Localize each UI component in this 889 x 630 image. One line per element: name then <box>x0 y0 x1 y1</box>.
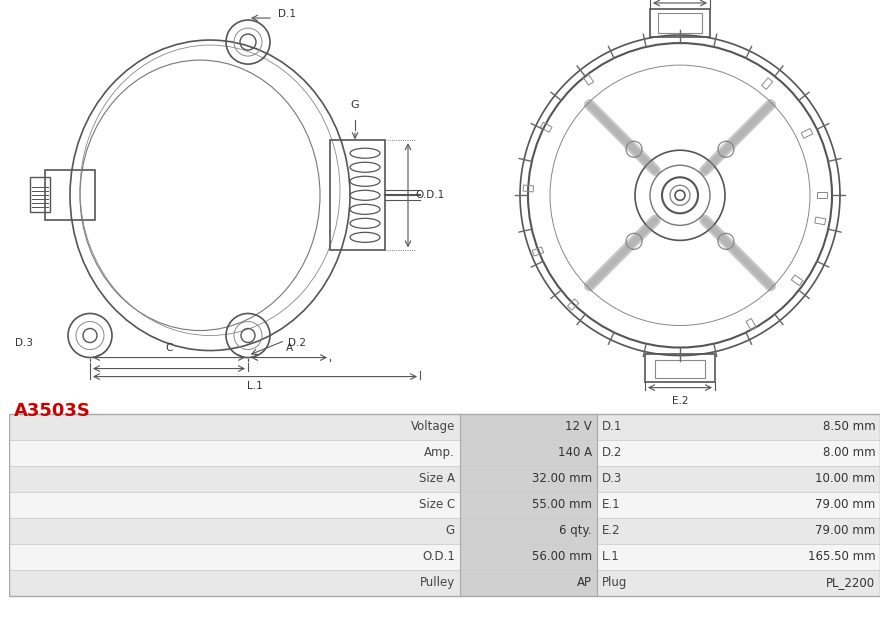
Text: D.2: D.2 <box>602 446 622 459</box>
Text: AP: AP <box>577 576 592 589</box>
Text: 10.00 mm: 10.00 mm <box>815 472 875 485</box>
Bar <box>597 491 880 518</box>
Text: Size A: Size A <box>419 472 455 485</box>
Text: O.D.1: O.D.1 <box>415 190 444 200</box>
Bar <box>645 353 715 382</box>
Bar <box>567 299 579 310</box>
Text: A3503S: A3503S <box>14 401 91 420</box>
Text: D.2: D.2 <box>288 338 306 348</box>
Bar <box>460 466 597 491</box>
Text: 32.00 mm: 32.00 mm <box>532 472 592 485</box>
Text: O.D.1: O.D.1 <box>422 550 455 563</box>
Bar <box>801 129 813 138</box>
Text: L.1: L.1 <box>247 381 263 391</box>
Bar <box>762 78 773 89</box>
Bar <box>533 247 543 256</box>
Bar <box>817 192 827 198</box>
Bar <box>9 570 460 596</box>
Bar <box>597 414 880 440</box>
Bar <box>583 74 594 85</box>
Bar <box>9 414 880 596</box>
Text: 79.00 mm: 79.00 mm <box>815 498 875 511</box>
Text: C: C <box>165 343 172 353</box>
Bar <box>597 440 880 466</box>
Bar <box>597 544 880 570</box>
Text: Pulley: Pulley <box>420 576 455 589</box>
Bar <box>30 177 50 212</box>
Text: G: G <box>445 524 455 537</box>
Bar <box>9 466 460 491</box>
Bar <box>9 440 460 466</box>
Bar <box>658 13 702 33</box>
Text: Plug: Plug <box>602 576 627 589</box>
Bar <box>330 140 385 250</box>
Bar <box>523 185 533 192</box>
Text: 140 A: 140 A <box>558 446 592 459</box>
Bar <box>746 318 757 330</box>
Text: 8.50 mm: 8.50 mm <box>822 420 875 433</box>
Text: E.2: E.2 <box>602 524 621 537</box>
Text: D.3: D.3 <box>602 472 622 485</box>
Bar <box>9 518 460 544</box>
Text: PL_2200: PL_2200 <box>826 576 875 589</box>
Bar <box>45 170 95 220</box>
Bar <box>460 414 597 440</box>
Bar <box>9 544 460 570</box>
Bar <box>791 275 803 285</box>
Text: D.1: D.1 <box>602 420 622 433</box>
Text: 79.00 mm: 79.00 mm <box>815 524 875 537</box>
Bar <box>650 9 710 37</box>
Bar <box>460 544 597 570</box>
Text: 8.00 mm: 8.00 mm <box>822 446 875 459</box>
Bar <box>655 360 705 377</box>
Text: A: A <box>285 343 292 353</box>
Text: 6 qty.: 6 qty. <box>559 524 592 537</box>
Bar <box>460 491 597 518</box>
Bar <box>597 570 880 596</box>
Bar <box>460 518 597 544</box>
Bar <box>815 217 826 225</box>
Bar <box>9 414 460 440</box>
Text: Amp.: Amp. <box>424 446 455 459</box>
Text: 12 V: 12 V <box>565 420 592 433</box>
Text: G: G <box>350 100 359 110</box>
Bar <box>541 122 552 132</box>
Text: 56.00 mm: 56.00 mm <box>532 550 592 563</box>
Text: E.2: E.2 <box>672 396 688 406</box>
Bar <box>597 466 880 491</box>
Bar <box>460 570 597 596</box>
Bar <box>597 518 880 544</box>
Text: D.1: D.1 <box>278 9 296 19</box>
Text: Size C: Size C <box>419 498 455 511</box>
Bar <box>9 491 460 518</box>
Bar <box>460 440 597 466</box>
Text: E.1: E.1 <box>602 498 621 511</box>
Text: Voltage: Voltage <box>411 420 455 433</box>
Text: L.1: L.1 <box>602 550 620 563</box>
Text: 55.00 mm: 55.00 mm <box>532 498 592 511</box>
Text: D.3: D.3 <box>15 338 33 348</box>
Text: 165.50 mm: 165.50 mm <box>807 550 875 563</box>
